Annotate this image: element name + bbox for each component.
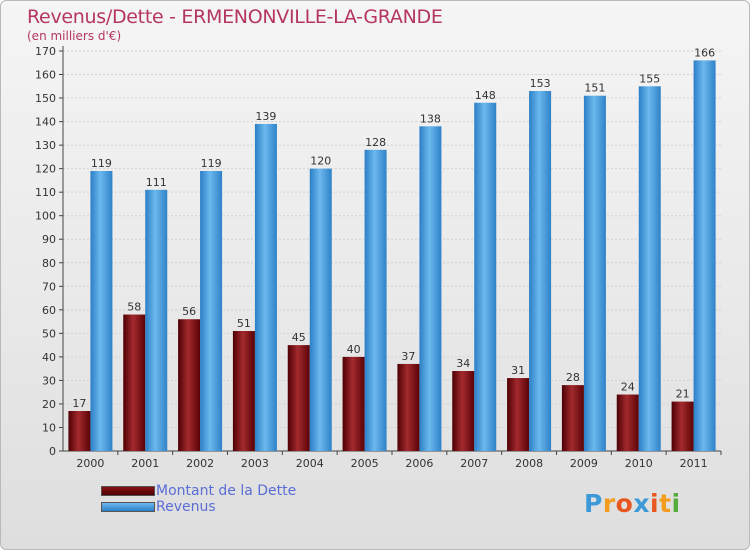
y-tick-label: 150 [35, 92, 56, 105]
bar-debt [287, 345, 310, 451]
data-label-revenus: 138 [420, 112, 441, 125]
y-tick-label: 70 [42, 280, 56, 293]
x-tick-label: 2002 [186, 457, 214, 470]
data-label-debt: 17 [72, 397, 86, 410]
x-tick-label: 2001 [131, 457, 159, 470]
y-tick-label: 60 [42, 304, 56, 317]
logo-letter: P [584, 489, 603, 518]
grid-lines [63, 50, 721, 452]
bar-debt [232, 331, 255, 451]
y-tick-label: 170 [35, 45, 56, 58]
data-label-revenus: 148 [475, 89, 496, 102]
data-label-debt: 21 [676, 388, 690, 401]
chart-subtitle: (en milliers d'€) [27, 29, 122, 43]
x-tick-label: 2005 [351, 457, 379, 470]
bar-debt [616, 394, 639, 451]
x-tick-label: 2000 [76, 457, 104, 470]
x-tick-label: 2003 [241, 457, 269, 470]
legend-label-revenus: Revenus [156, 499, 216, 515]
data-label-debt: 58 [127, 301, 141, 314]
bar-debt [671, 401, 694, 451]
x-tick-label: 2004 [296, 457, 324, 470]
proxiti-logo[interactable]: Proxiti [584, 489, 681, 518]
bar-revenus [474, 102, 497, 451]
bar-revenus [638, 86, 661, 451]
x-tick-label: 2011 [680, 457, 708, 470]
chart-title: Revenus/Dette - ERMENONVILLE-LA-GRANDE [27, 6, 443, 28]
logo-letter: i [650, 489, 660, 518]
bar-debt [178, 319, 201, 451]
logo-letter: x [633, 489, 650, 518]
data-label-revenus: 151 [584, 82, 605, 95]
data-label-revenus: 128 [365, 136, 386, 149]
logo-letter: r [602, 489, 616, 518]
data-label-debt: 34 [456, 357, 470, 370]
y-tick-label: 110 [35, 186, 56, 199]
bar-revenus [419, 126, 442, 451]
data-label-revenus: 119 [201, 157, 222, 170]
bar-debt [397, 363, 420, 451]
y-tick-label: 90 [42, 233, 56, 246]
bar-revenus [583, 95, 606, 452]
data-label-revenus: 111 [146, 176, 167, 189]
logo-letter: o [615, 489, 634, 518]
data-label-revenus: 139 [255, 110, 276, 123]
logo-letter: i [671, 489, 681, 518]
x-tick-label: 2009 [570, 457, 598, 470]
data-label-debt: 24 [621, 381, 635, 394]
bars [68, 60, 716, 452]
bar-revenus [309, 168, 332, 451]
x-tick-label: 2006 [405, 457, 433, 470]
bar-debt [452, 371, 475, 451]
y-tick-label: 140 [35, 116, 56, 129]
y-tick-label: 10 [42, 421, 56, 434]
bar-debt [68, 411, 91, 451]
data-label-debt: 37 [401, 350, 415, 363]
data-label-revenus: 166 [694, 46, 715, 59]
data-label-revenus: 120 [310, 155, 331, 168]
logo-letter: t [659, 489, 672, 518]
x-tick-label: 2007 [460, 457, 488, 470]
y-tick-label: 80 [42, 257, 56, 270]
y-tick-label: 160 [35, 69, 56, 82]
y-tick-label: 20 [42, 398, 56, 411]
bar-revenus [529, 91, 552, 451]
data-label-debt: 28 [566, 371, 580, 384]
bar-debt [507, 378, 530, 451]
data-label-revenus: 119 [91, 157, 112, 170]
data-label-debt: 31 [511, 364, 525, 377]
bar-debt [342, 356, 365, 451]
y-tick-label: 100 [35, 210, 56, 223]
bar-revenus [200, 171, 223, 451]
bar-revenus [90, 171, 113, 451]
bar-revenus [693, 60, 716, 451]
data-label-debt: 40 [347, 343, 361, 356]
data-label-revenus: 153 [530, 77, 551, 90]
bar-debt [561, 385, 584, 451]
bar-revenus [364, 149, 387, 451]
y-tick-label: 40 [42, 351, 56, 364]
y-tick-label: 130 [35, 139, 56, 152]
labels: 0 10 20 30 40 50 60 70 80 90 100 110 120 130 140 150 160… [35, 45, 715, 470]
legend-swatch-debt [101, 486, 155, 496]
y-tick-label: 50 [42, 327, 56, 340]
data-label-debt: 45 [292, 331, 306, 344]
x-tick-label: 2010 [625, 457, 653, 470]
y-tick-label: 0 [49, 445, 56, 458]
data-label-revenus: 155 [639, 72, 660, 85]
bar-revenus [145, 189, 168, 451]
bar-debt [123, 314, 146, 451]
legend-swatch-revenus [101, 502, 155, 512]
data-label-debt: 51 [237, 317, 251, 330]
y-tick-label: 30 [42, 374, 56, 387]
bar-revenus [254, 123, 277, 452]
data-label-debt: 56 [182, 305, 196, 318]
axes [59, 46, 722, 455]
x-tick-label: 2008 [515, 457, 543, 470]
y-tick-label: 120 [35, 163, 56, 176]
legend-label-debt: Montant de la Dette [156, 483, 297, 499]
